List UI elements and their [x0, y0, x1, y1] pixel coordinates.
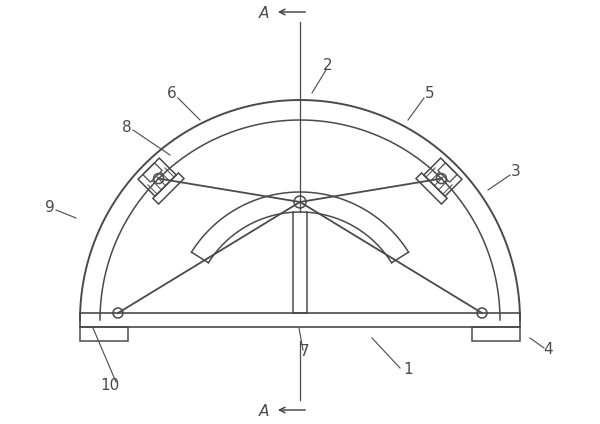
Text: 4: 4 — [543, 343, 553, 357]
Text: 3: 3 — [511, 165, 521, 179]
Bar — [80, 313, 520, 327]
Text: 9: 9 — [45, 201, 55, 215]
Text: 6: 6 — [167, 86, 177, 100]
Text: 5: 5 — [425, 86, 435, 100]
Text: 2: 2 — [323, 58, 333, 73]
Bar — [472, 327, 520, 341]
Bar — [80, 327, 128, 341]
Text: 8: 8 — [122, 120, 132, 134]
Text: A: A — [259, 404, 269, 418]
Text: 7: 7 — [300, 344, 310, 360]
Text: 1: 1 — [403, 363, 413, 377]
Text: 10: 10 — [100, 377, 119, 393]
Text: A: A — [259, 6, 269, 20]
